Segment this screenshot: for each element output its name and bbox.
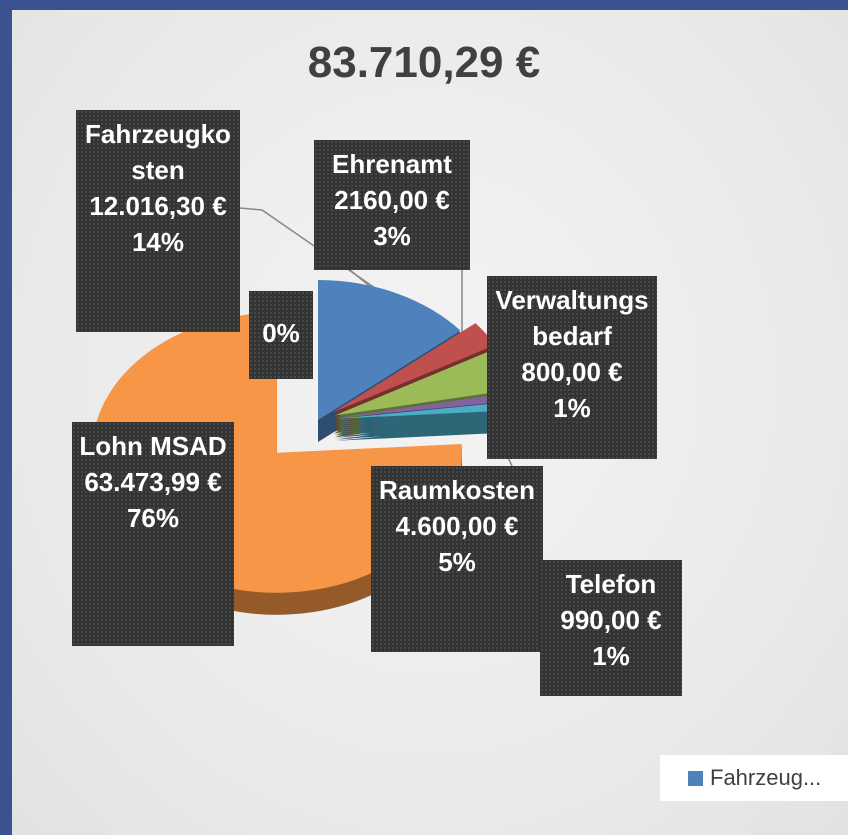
label-amount: 63.473,99 € [84, 467, 222, 497]
data-label: Telefon 990,00 € 1% [540, 560, 682, 696]
label-category: Lohn MSAD [79, 431, 227, 461]
legend-swatch [688, 771, 703, 786]
slice [335, 401, 521, 419]
slice [335, 391, 520, 418]
data-label: Raumkosten 4.600,00 € 5% [371, 466, 543, 652]
label-amount: 800,00 € [521, 357, 623, 387]
label-category: Raumkosten [378, 475, 536, 505]
label-amount: 2160,00 € [334, 185, 450, 215]
label-percent: 5% [438, 547, 476, 577]
data-label: 0% [249, 291, 313, 379]
slice [332, 323, 496, 413]
slice [318, 280, 461, 420]
label-percent: 76% [126, 503, 180, 533]
slice [334, 347, 517, 416]
data-label: Ehrenamt 2160,00 € 3% [314, 140, 470, 270]
label-percent: 14% [131, 227, 185, 257]
label-amount: 990,00 € [560, 605, 662, 635]
chart-title: 83.710,29 € [307, 38, 541, 87]
label-percent: 0% [262, 318, 300, 348]
label-percent: 1% [553, 393, 591, 423]
label-amount: 4.600,00 € [395, 511, 519, 541]
legend: Fahrzeug... [660, 755, 848, 801]
label-category: Fahrzeugkosten [85, 119, 231, 185]
data-label: Verwaltungsbedarf 800,00 € 1% [487, 276, 657, 459]
label-percent: 3% [373, 221, 411, 251]
label-category: Ehrenamt [332, 149, 452, 179]
label-percent: 1% [592, 641, 630, 671]
label-amount: 12.016,30 € [89, 191, 227, 221]
data-label: Fahrzeugkosten 12.016,30 € 14% [76, 110, 240, 332]
legend-label: Fahrzeug... [710, 765, 822, 790]
label-category: Verwaltungsbedarf [495, 285, 649, 351]
data-label: Lohn MSAD 63.473,99 € 76% [72, 422, 234, 646]
label-category: Telefon [565, 569, 657, 599]
leader-line [349, 269, 373, 289]
